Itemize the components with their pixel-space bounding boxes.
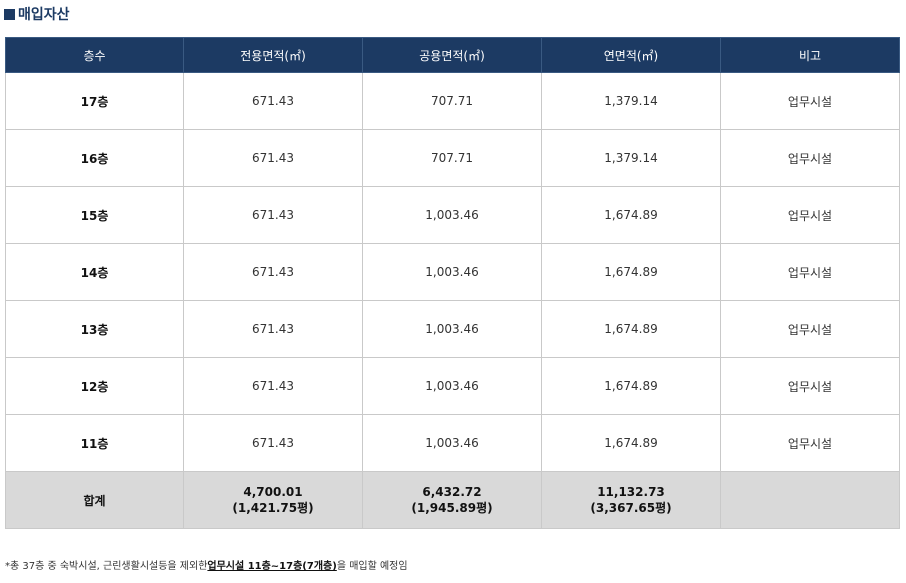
gross-area-cell: 1,674.89: [541, 357, 721, 415]
total-gross-cell: 11,132.73 (3,367.65평): [541, 471, 721, 529]
section-title-text: 매입자산: [18, 7, 70, 23]
total-common-cell: 6,432.72 (1,945.89평): [362, 471, 542, 529]
col-header-common-area: 공용면적(㎡): [362, 37, 542, 73]
col-header-exclusive-area: 전용면적(㎡): [183, 37, 363, 73]
floor-cell: 14층: [5, 243, 184, 301]
common-area-cell: 1,003.46: [362, 300, 542, 358]
gross-area-cell: 1,674.89: [541, 414, 721, 472]
common-area-cell: 707.71: [362, 129, 542, 187]
remarks-cell: 업무시설: [720, 414, 900, 472]
footnote: *총 37층 중 숙박시설, 근린생활시설등을 제외한업무시설 11층~17층(…: [5, 557, 408, 572]
total-gross-pyeong: (3,367.65평): [590, 501, 672, 515]
total-exclusive-cell: 4,700.01 (1,421.75평): [183, 471, 363, 529]
table-body: 17층 671.43 707.71 1,379.14 업무시설 16층 671.…: [5, 72, 900, 529]
floor-cell: 16층: [5, 129, 184, 187]
table-row: 17층 671.43 707.71 1,379.14 업무시설: [5, 72, 900, 130]
exclusive-area-cell: 671.43: [183, 414, 363, 472]
gross-area-cell: 1,674.89: [541, 186, 721, 244]
floor-cell: 12층: [5, 357, 184, 415]
exclusive-area-cell: 671.43: [183, 72, 363, 130]
total-row: 합계 4,700.01 (1,421.75평) 6,432.72 (1,945.…: [5, 471, 900, 529]
floor-cell: 15층: [5, 186, 184, 244]
section-title: 매입자산: [4, 4, 70, 24]
footnote-highlight: 업무시설 11층~17층(7개층): [207, 561, 337, 572]
col-header-gross-area: 연면적(㎡): [541, 37, 721, 73]
gross-area-cell: 1,379.14: [541, 129, 721, 187]
remarks-cell: 업무시설: [720, 357, 900, 415]
footnote-prefix: *총 37층 중 숙박시설, 근린생활시설등을 제외한: [5, 561, 208, 572]
remarks-cell: 업무시설: [720, 129, 900, 187]
total-gross-value: 11,132.73: [597, 485, 665, 499]
exclusive-area-cell: 671.43: [183, 300, 363, 358]
remarks-cell: 업무시설: [720, 243, 900, 301]
total-remarks-cell: [720, 471, 900, 529]
remarks-cell: 업무시설: [720, 186, 900, 244]
floor-cell: 13층: [5, 300, 184, 358]
gross-area-cell: 1,674.89: [541, 243, 721, 301]
exclusive-area-cell: 671.43: [183, 186, 363, 244]
gross-area-cell: 1,674.89: [541, 300, 721, 358]
footnote-suffix: 을 매입할 예정임: [336, 561, 408, 572]
asset-table: 층수 전용면적(㎡) 공용면적(㎡) 연면적(㎡) 비고 17층 671.43 …: [5, 37, 900, 529]
square-bullet-icon: [4, 8, 15, 20]
total-common-value: 6,432.72: [422, 485, 482, 499]
table-row: 14층 671.43 1,003.46 1,674.89 업무시설: [5, 243, 900, 301]
total-exclusive-pyeong: (1,421.75평): [232, 501, 314, 515]
common-area-cell: 707.71: [362, 72, 542, 130]
floor-cell: 17층: [5, 72, 184, 130]
gross-area-cell: 1,379.14: [541, 72, 721, 130]
table-header: 층수 전용면적(㎡) 공용면적(㎡) 연면적(㎡) 비고: [5, 37, 900, 73]
col-header-remarks: 비고: [720, 37, 900, 73]
total-label-cell: 합계: [5, 471, 184, 529]
total-common-pyeong: (1,945.89평): [411, 501, 493, 515]
table-row: 11층 671.43 1,003.46 1,674.89 업무시설: [5, 414, 900, 472]
floor-cell: 11층: [5, 414, 184, 472]
table-row: 13층 671.43 1,003.46 1,674.89 업무시설: [5, 300, 900, 358]
common-area-cell: 1,003.46: [362, 186, 542, 244]
common-area-cell: 1,003.46: [362, 357, 542, 415]
table-row: 16층 671.43 707.71 1,379.14 업무시설: [5, 129, 900, 187]
table-row: 12층 671.43 1,003.46 1,674.89 업무시설: [5, 357, 900, 415]
table-row: 15층 671.43 1,003.46 1,674.89 업무시설: [5, 186, 900, 244]
exclusive-area-cell: 671.43: [183, 357, 363, 415]
common-area-cell: 1,003.46: [362, 243, 542, 301]
col-header-floor: 층수: [5, 37, 184, 73]
header-row: 층수 전용면적(㎡) 공용면적(㎡) 연면적(㎡) 비고: [5, 37, 900, 73]
total-exclusive-value: 4,700.01: [243, 485, 303, 499]
exclusive-area-cell: 671.43: [183, 243, 363, 301]
remarks-cell: 업무시설: [720, 72, 900, 130]
exclusive-area-cell: 671.43: [183, 129, 363, 187]
remarks-cell: 업무시설: [720, 300, 900, 358]
common-area-cell: 1,003.46: [362, 414, 542, 472]
